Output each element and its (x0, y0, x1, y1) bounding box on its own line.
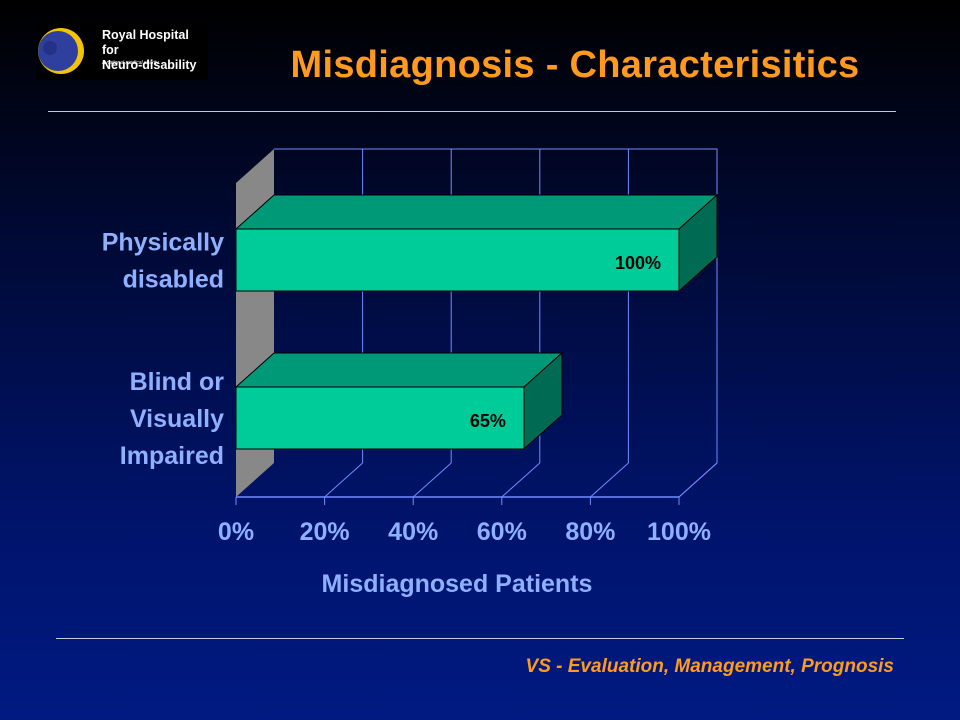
floor-gridline (412, 462, 452, 498)
floor-gridline (324, 462, 363, 498)
x-tick-label: 60% (477, 518, 527, 546)
floor-gridline (501, 462, 541, 498)
category-label: Visually (130, 405, 224, 433)
logo: Royal Hospital for Neuro-disability A na… (36, 22, 208, 80)
category-label: Impaired (120, 442, 224, 470)
x-tick-label: 100% (647, 518, 711, 546)
bar-top (234, 194, 719, 230)
x-axis-title: Misdiagnosed Patients (322, 570, 593, 598)
bar-data-label: 100% (615, 253, 661, 273)
bar (235, 386, 525, 450)
category-label: Physically (102, 229, 224, 257)
category-label: Blind or (130, 368, 225, 396)
header-divider (48, 111, 896, 112)
bar (235, 228, 680, 292)
category-label: disabled (123, 266, 224, 294)
logo-tagline: A national medical charity (102, 60, 159, 66)
logo-sun-icon (38, 28, 84, 74)
x-tick-label: 20% (300, 518, 350, 546)
floor-gridline (678, 462, 718, 498)
floor-gridline (590, 462, 629, 498)
logo-line-2: Neuro-disability (102, 58, 197, 72)
bar-top (234, 352, 564, 388)
page-title: Misdiagnosis - Characterisitics (290, 44, 860, 86)
bar-data-label: 65% (470, 411, 506, 431)
x-tick-label: 0% (218, 518, 254, 546)
x-tick-label: 40% (388, 518, 438, 546)
footer-text: VS - Evaluation, Management, Prognosis (525, 656, 894, 677)
x-tick-label: 80% (565, 518, 615, 546)
logo-line-1: Royal Hospital for (102, 28, 189, 57)
footer-divider (56, 638, 904, 639)
